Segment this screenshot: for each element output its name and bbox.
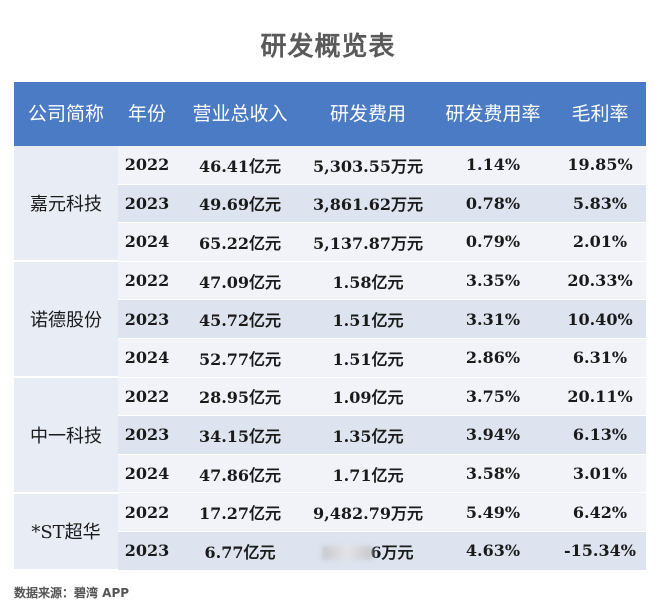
- header-year: 年份: [118, 82, 176, 146]
- rd-expense-cell: 3,861.62万元: [304, 184, 432, 224]
- year-cell: 2023: [118, 531, 176, 571]
- revenue-cell: 17.27亿元: [176, 492, 304, 532]
- gross-margin-cell: 10.40%: [554, 299, 646, 339]
- gross-margin-cell: 19.85%: [554, 146, 646, 185]
- header-company: 公司简称: [14, 82, 118, 146]
- rd-expense-cell: 1.71亿元: [304, 454, 432, 494]
- revenue-cell: 6.77亿元: [176, 531, 304, 571]
- year-cell: 2023: [118, 299, 176, 339]
- header-revenue: 营业总收入: [176, 82, 304, 146]
- gross-margin-cell: 6.42%: [554, 492, 646, 532]
- rd-expense-cell: 1.09亿元: [304, 377, 432, 417]
- table-row: 诺德股份 2022 47.09亿元 1.58亿元 3.35% 20.33%: [14, 261, 646, 379]
- gross-margin-cell: 6.31%: [554, 338, 646, 378]
- year-cell: 2023: [118, 184, 176, 224]
- gross-margin-cell: 5.83%: [554, 184, 646, 224]
- gross-margin-cell: -15.34%: [554, 531, 646, 571]
- table-row: 2024 52.77亿元 1.51亿元 2.86% 6.31%: [14, 338, 646, 378]
- table-body: 嘉元科技 2022 46.41亿元 5,303.55万元 1.14% 19.85% 2023…: [14, 146, 646, 572]
- table-row: 2023 49.69亿元 3,861.62万元 0.78% 5.83%: [14, 184, 646, 224]
- table-row: *ST超华 2022 17.27亿元 9,482.79万元 5.49% 6.42%: [14, 492, 646, 572]
- rd-rate-cell: 4.63%: [432, 531, 554, 571]
- gross-margin-cell: 20.11%: [554, 377, 646, 417]
- revenue-cell: 34.15亿元: [176, 415, 304, 455]
- rd-overview-table: 公司简称 年份 营业总收入 研发费用 研发费用率 毛利率 嘉元科技 2022 46.…: [14, 82, 646, 572]
- company-name-cell: 中一科技: [14, 377, 118, 494]
- revenue-cell: 47.86亿元: [176, 454, 304, 494]
- year-cell: 2022: [118, 377, 176, 417]
- rd-rate-cell: 3.31%: [432, 299, 554, 339]
- rd-rate-cell: 2.86%: [432, 338, 554, 378]
- rd-expense-cell: 1.58亿元: [304, 261, 432, 301]
- table-row: 2023 34.15亿元 1.35亿元 3.94% 6.13%: [14, 415, 646, 455]
- table-row: 嘉元科技 2022 46.41亿元 5,303.55万元 1.14% 19.85%: [14, 146, 646, 263]
- rd-rate-cell: 3.58%: [432, 454, 554, 494]
- gross-margin-cell: 20.33%: [554, 261, 646, 301]
- revenue-cell: 45.72亿元: [176, 299, 304, 339]
- rd-expense-cell: 1.51亿元: [304, 338, 432, 378]
- year-cell: 2022: [118, 492, 176, 532]
- table-row: 2024 47.86亿元 1.71亿元 3.58% 3.01%: [14, 454, 646, 494]
- rd-expense-cell: 6万元: [304, 531, 432, 571]
- rd-expense-visible-part: 6万元: [370, 542, 414, 562]
- rd-expense-cell: 5,137.87万元: [304, 222, 432, 262]
- year-cell: 2024: [118, 338, 176, 378]
- rd-expense-cell: 1.35亿元: [304, 415, 432, 455]
- header-gross-margin: 毛利率: [554, 82, 646, 146]
- gross-margin-cell: 6.13%: [554, 415, 646, 455]
- company-name-cell: *ST超华: [14, 492, 118, 572]
- revenue-cell: 46.41亿元: [176, 146, 304, 185]
- table-row: 2024 65.22亿元 5,137.87万元 0.79% 2.01%: [14, 222, 646, 262]
- year-cell: 2022: [118, 146, 176, 185]
- table-header-row: 公司简称 年份 营业总收入 研发费用 研发费用率 毛利率: [14, 82, 646, 146]
- table-row: 2023 6.77亿元 6万元 4.63% -15.34%: [14, 531, 646, 571]
- gross-margin-cell: 3.01%: [554, 454, 646, 494]
- table-row: 中一科技 2022 28.95亿元 1.09亿元 3.75% 20.11%: [14, 377, 646, 494]
- year-cell: 2024: [118, 222, 176, 262]
- revenue-cell: 52.77亿元: [176, 338, 304, 378]
- rd-rate-cell: 0.78%: [432, 184, 554, 224]
- rd-expense-cell: 9,482.79万元: [304, 492, 432, 532]
- header-rd-rate: 研发费用率: [432, 82, 554, 146]
- year-cell: 2023: [118, 415, 176, 455]
- revenue-cell: 28.95亿元: [176, 377, 304, 417]
- data-source-note: 数据来源：碧湾 APP: [14, 586, 130, 600]
- year-cell: 2022: [118, 261, 176, 301]
- header-rd-expense: 研发费用: [304, 82, 432, 146]
- rd-rate-cell: 3.75%: [432, 377, 554, 417]
- company-name-cell: 嘉元科技: [14, 146, 118, 263]
- rd-rate-cell: 0.79%: [432, 222, 554, 262]
- rd-rate-cell: 3.94%: [432, 415, 554, 455]
- rd-rate-cell: 3.35%: [432, 261, 554, 301]
- year-cell: 2024: [118, 454, 176, 494]
- rd-expense-cell: 1.51亿元: [304, 299, 432, 339]
- page-title: 研发概览表: [260, 32, 396, 62]
- table-row: 2023 45.72亿元 1.51亿元 3.31% 10.40%: [14, 299, 646, 339]
- gross-margin-cell: 2.01%: [554, 222, 646, 262]
- rd-rate-cell: 1.14%: [432, 146, 554, 185]
- obscured-value-mask: [322, 546, 373, 561]
- revenue-cell: 65.22亿元: [176, 222, 304, 262]
- rd-expense-cell: 5,303.55万元: [304, 146, 432, 185]
- revenue-cell: 49.69亿元: [176, 184, 304, 224]
- company-name-cell: 诺德股份: [14, 261, 118, 379]
- revenue-cell: 47.09亿元: [176, 261, 304, 301]
- rd-rate-cell: 5.49%: [432, 492, 554, 532]
